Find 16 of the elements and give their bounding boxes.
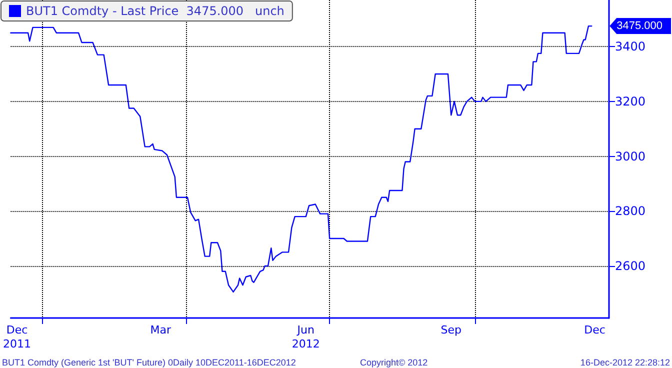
legend-label: BUT1 Comdty - Last Price 3475.000 unch <box>26 4 284 18</box>
x-tick-label: Jun 2012 <box>292 324 320 350</box>
line-series <box>10 25 592 293</box>
y-tick-label: 3200 <box>615 94 646 108</box>
text: Copyright© 2012 <box>360 358 428 368</box>
x-tick-label: Dec 2011 <box>2 324 31 350</box>
y-tick-label: 2800 <box>615 204 646 218</box>
text: BUT1 Comdty (Generic 1st 'BUT' Future) 0Daily 10DEC2011-16DEC2012 <box>2 358 296 368</box>
x-tick-label: Dec <box>584 324 606 336</box>
x-tick-label: Sep <box>440 324 462 336</box>
text: 16-Dec-2012 22:28:12 <box>580 358 670 368</box>
y-tick-label: 3000 <box>615 149 646 164</box>
x-tick-label: Mar <box>150 324 172 336</box>
y-tick-label: 2600 <box>615 258 646 273</box>
y-tick-label: 3400 <box>615 40 646 54</box>
annotation: 3475.000 <box>616 20 663 32</box>
